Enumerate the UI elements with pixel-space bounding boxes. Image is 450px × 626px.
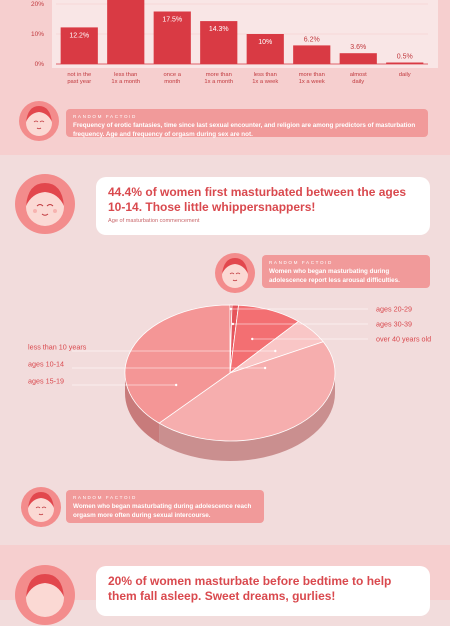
y-tick-label: 20%: [31, 1, 44, 8]
pie-label: ages 30-39: [376, 320, 412, 329]
pie-label: ages 15-19: [28, 377, 64, 386]
frequency-bar-chart-svg: 0% 10% 20% 12.2% 17.5% 14.3% 10% 6.2% 3.6% 0.5% no…: [31, 0, 438, 85]
x-tick-label: less than 1x a month: [111, 72, 140, 85]
factoid-2-tag: RANDOM FACTOID: [269, 260, 333, 265]
bar: [246, 34, 284, 64]
bar: [200, 21, 238, 65]
pie-label: ages 10-14: [28, 360, 64, 369]
pie-label: less than 10 years: [28, 343, 87, 352]
woman-avatar-icon: [19, 101, 59, 141]
x-tick-label: almost daily: [350, 72, 367, 85]
frequency-bar-chart: 0% 10% 20% 12.2% 17.5% 14.3% 10% 6.2% 3.6% 0.5% no…: [8, 0, 442, 98]
factoid-1-text: Frequency of erotic fantasies, time sinc…: [73, 122, 416, 138]
y-tick-label: 0%: [35, 61, 45, 68]
pie-leader-dot: [263, 366, 267, 370]
factoid-3-tag: RANDOM FACTOID: [73, 495, 137, 500]
pie-slice-side: [125, 373, 160, 444]
bar-value-label: 12.2%: [69, 32, 89, 39]
factoid-1-tag: RANDOM FACTOID: [73, 114, 137, 119]
x-tick-label: more than 1x a week: [299, 72, 325, 85]
headline-1-text: 44.4% of women first masturbated between…: [108, 185, 407, 214]
woman-avatar-large-icon-2: [15, 565, 75, 625]
bar-value-label: 14.3%: [209, 26, 229, 33]
woman-avatar-icon-3: [21, 487, 61, 527]
headline-1-subtitle: Age of masturbation commencement: [108, 218, 200, 224]
pie-leader-dot: [251, 337, 254, 341]
bar: [293, 45, 331, 64]
factoid-2: RANDOM FACTOID Women who began masturbat…: [262, 255, 430, 288]
y-tick-label: 10%: [31, 31, 44, 38]
bar: [107, 0, 145, 64]
factoid-3-text: Women who began masturbating during adol…: [73, 503, 252, 519]
pie-label: over 40 years old: [376, 335, 431, 344]
woman-avatar-large-icon: [15, 174, 75, 234]
headline-1: 44.4% of women first masturbated between…: [96, 177, 430, 235]
pie-leader-dot: [174, 383, 178, 387]
x-tick-label: less than 1x a week: [252, 72, 278, 85]
pie-leader-dot: [229, 307, 232, 311]
pie-leader-dot: [274, 349, 277, 353]
bar-value-label: 6.2%: [304, 36, 320, 43]
pie-leader-dot: [231, 322, 235, 326]
x-tick-label: daily: [399, 72, 411, 78]
factoid-2-text: Women who began masturbating during adol…: [269, 268, 400, 284]
bar-value-label: 17.5%: [162, 17, 182, 24]
headline-2: 20% of women masturbate before bedtime t…: [96, 566, 430, 616]
bar-value-label: 10%: [258, 39, 272, 46]
bar-value-label: 0.5%: [397, 54, 413, 61]
pie-slice: [158, 341, 336, 442]
x-tick-label: more than 1x a month: [204, 72, 233, 85]
woman-avatar-icon-2: [215, 253, 255, 293]
factoid-3: RANDOM FACTOID Women who began masturbat…: [66, 490, 264, 523]
bar: [153, 11, 191, 64]
x-tick-label: once a month: [164, 72, 182, 85]
bar: [339, 53, 377, 64]
pie-label: ages 20-29: [376, 305, 412, 314]
factoid-1: RANDOM FACTOID Frequency of erotic fanta…: [66, 109, 428, 138]
commencement-pie-chart: ages 20-29 ages 30-39 over 40 years old les…: [28, 304, 431, 461]
bar-value-label: 3.6%: [350, 44, 366, 51]
bar: [60, 27, 98, 64]
x-tick-label: not in the past year: [67, 72, 91, 85]
pie-slice: [124, 304, 231, 424]
bar: [386, 62, 424, 64]
